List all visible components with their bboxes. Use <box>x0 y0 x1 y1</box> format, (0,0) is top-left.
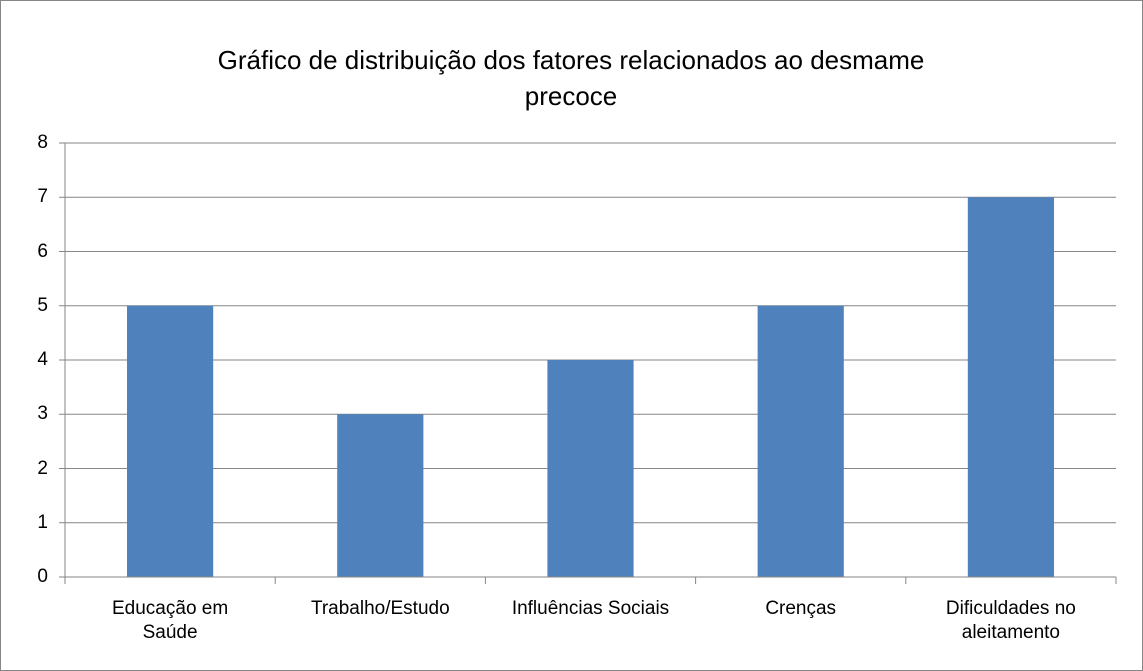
y-tick-label: 6 <box>37 240 48 262</box>
y-tick-label: 7 <box>37 186 48 208</box>
y-tick-label: 5 <box>37 294 48 316</box>
y-tick-label: 2 <box>37 457 48 479</box>
bar <box>547 360 634 577</box>
y-tick-label: 4 <box>37 349 48 370</box>
x-tick-label: Dificuldades no aleitamento <box>945 598 1076 643</box>
chart-title: Gráfico de distribuição dos fatores rela… <box>217 45 925 111</box>
x-tick-label: Crenças <box>765 598 837 619</box>
bar <box>967 197 1054 577</box>
y-tick-label: 8 <box>37 132 48 153</box>
y-tick-label: 1 <box>37 511 48 533</box>
bar <box>757 305 844 577</box>
y-tick-label: 3 <box>37 403 48 425</box>
x-tick-label: Educação em Saúde <box>112 598 229 643</box>
bar <box>127 305 214 577</box>
x-tick-label: Trabalho/Estudo <box>310 598 450 619</box>
bar <box>337 414 424 577</box>
y-tick-label: 0 <box>37 566 48 587</box>
x-tick-label: Influências Sociais <box>511 598 670 619</box>
